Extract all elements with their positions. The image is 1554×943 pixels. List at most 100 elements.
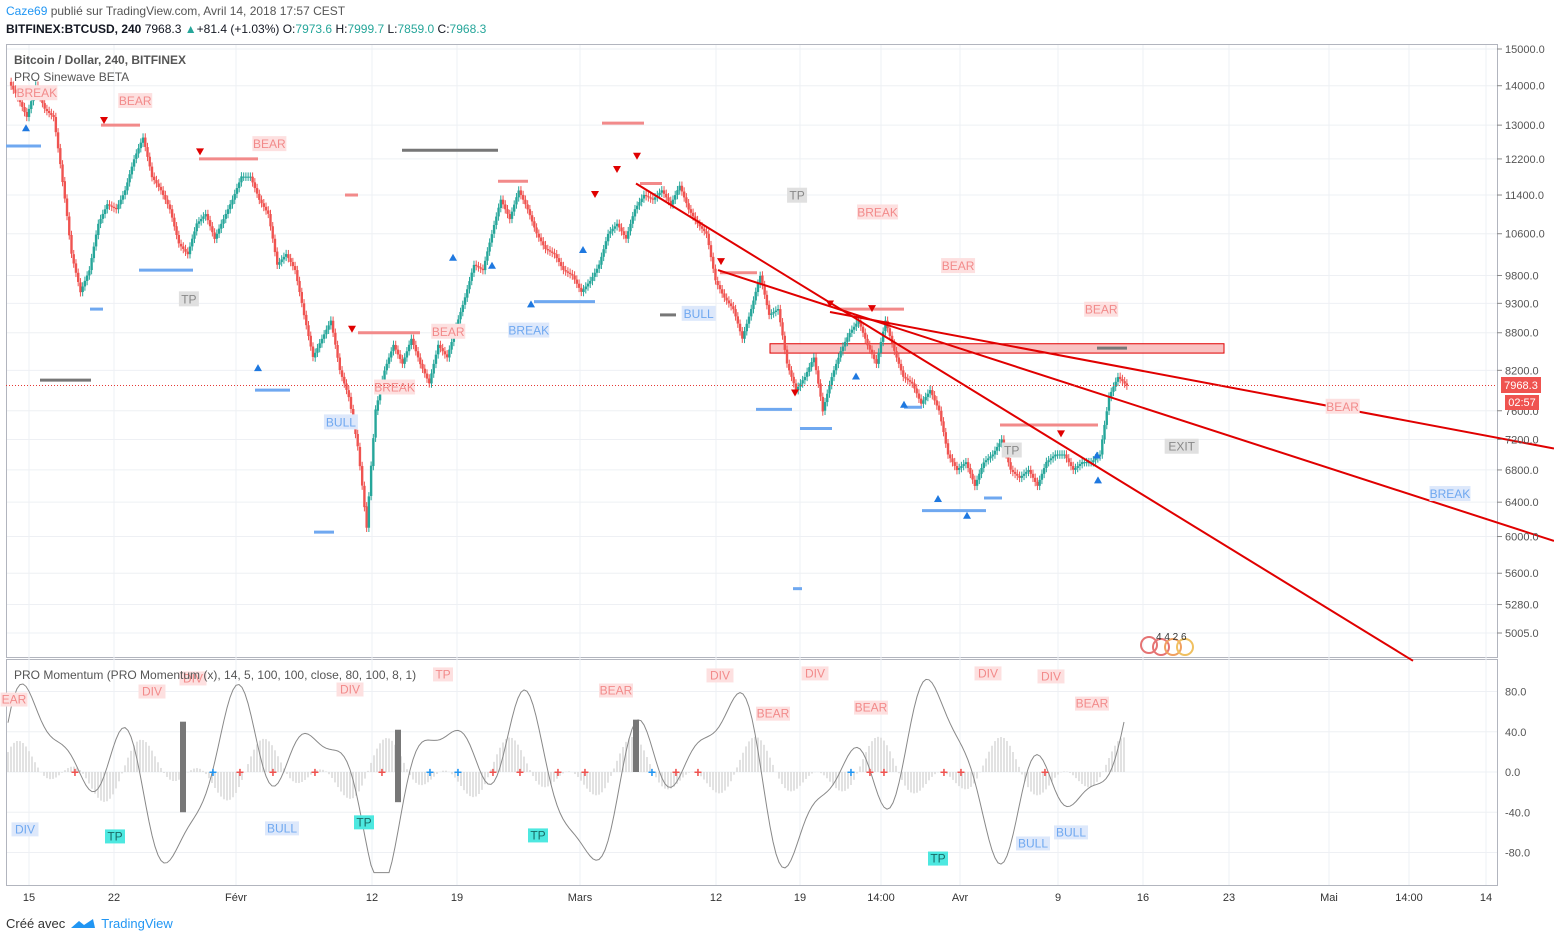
candle-body — [1069, 462, 1073, 467]
candle-body — [398, 354, 402, 360]
candle-body — [1098, 454, 1102, 457]
momentum-line — [7, 678, 1125, 874]
annotation-label: BEAR — [1326, 400, 1359, 414]
candle-body — [466, 289, 469, 298]
momentum-label: BEAR — [600, 684, 633, 698]
candle-body — [627, 231, 630, 239]
candle-body — [441, 348, 444, 352]
main-pane-title: Bitcoin / Dollar, 240, BITFINEX — [14, 53, 186, 67]
chart-canvas[interactable]: BREAK BEAR BEAR TP BEAR BREAK BREAK BULL BULL TP B… — [0, 40, 1554, 910]
candle-body — [964, 462, 968, 465]
candle-body — [846, 337, 849, 342]
annotation-label: BULL — [326, 415, 356, 429]
candle-body — [1083, 462, 1086, 464]
plus-marker-icon: + — [454, 764, 462, 780]
candle-body — [390, 351, 393, 358]
candle-body — [463, 297, 467, 305]
candles — [9, 77, 1129, 533]
time-tick-label: 19 — [451, 892, 463, 904]
candle-body — [785, 349, 789, 364]
candle-body — [459, 311, 462, 320]
price-tick-label: 14000.0 — [1505, 81, 1545, 93]
price-tick-label: 6800.0 — [1505, 465, 1539, 477]
candle-body — [296, 270, 299, 282]
candle-body — [949, 454, 952, 459]
candle-body — [790, 370, 793, 377]
candle-body — [595, 268, 599, 273]
momentum-label-box — [1037, 669, 1065, 684]
o-label: O: — [282, 22, 296, 36]
candle-body — [231, 199, 234, 205]
candle-body — [524, 199, 527, 205]
candle-body — [287, 254, 290, 259]
candle-body — [1118, 376, 1122, 380]
candle-body — [615, 223, 619, 227]
momentum-highlight-bar — [633, 719, 639, 772]
candle-body — [700, 226, 704, 229]
candle-body — [128, 174, 131, 183]
plus-marker-icon: + — [489, 764, 497, 780]
tradingview-link[interactable]: TradingView — [101, 916, 173, 931]
candle-body — [667, 197, 670, 201]
candle-body — [884, 320, 887, 332]
candle-body — [276, 251, 279, 265]
candle-body — [307, 325, 310, 337]
momentum-label-box — [706, 668, 734, 683]
candle-body — [644, 195, 648, 197]
up-arrow-icon — [449, 253, 457, 261]
candle-body — [448, 349, 451, 358]
tradingview-logo-icon — [71, 918, 96, 928]
candle-body — [993, 450, 997, 455]
candle-body — [611, 228, 614, 232]
candle-body — [1045, 461, 1048, 468]
candle-body — [278, 262, 281, 265]
author-link[interactable]: Caze69 — [6, 4, 48, 18]
candle-body — [327, 325, 330, 330]
up-arrow-icon — [579, 246, 587, 254]
plus-marker-icon: + — [71, 764, 79, 780]
candle-body — [935, 400, 939, 406]
candle-body — [843, 341, 847, 347]
candle-body — [1085, 462, 1088, 464]
candle-body — [1016, 473, 1019, 476]
price-tick-label: 6000.0 — [1505, 532, 1539, 544]
candle-body — [401, 359, 404, 364]
candle-body — [260, 199, 263, 204]
candle-body — [101, 213, 104, 219]
candle-body — [347, 390, 350, 398]
candle-body — [589, 280, 592, 284]
footer: Créé avec TradingView — [6, 916, 173, 931]
h-value: 7999.7 — [347, 22, 385, 36]
candle-body — [973, 479, 977, 486]
candle-body — [508, 214, 511, 220]
down-arrow-icon — [633, 152, 641, 160]
candle-body — [743, 331, 746, 339]
momentum-label-box — [433, 667, 453, 682]
candle-body — [1125, 383, 1129, 386]
candle-body — [43, 103, 46, 109]
c-label: C: — [437, 22, 450, 36]
candle-body — [50, 112, 53, 116]
candle-body — [251, 176, 254, 183]
candle-body — [671, 199, 675, 205]
candle-body — [65, 198, 69, 217]
candle-body — [819, 383, 822, 397]
candle-body — [808, 367, 811, 372]
candle-body — [618, 223, 621, 228]
momentum-label: DIV — [142, 685, 162, 699]
candle-body — [1022, 473, 1026, 476]
time-tick-label: 12 — [710, 892, 722, 904]
candle-body — [765, 294, 769, 306]
annotation-box — [857, 204, 899, 220]
candle-body — [919, 398, 923, 404]
plus-marker-icon: + — [1041, 764, 1049, 780]
candle-body — [566, 271, 570, 273]
candle-body — [712, 256, 715, 269]
candle-body — [1074, 467, 1077, 470]
plus-marker-icon: + — [516, 764, 524, 780]
plus-marker-icon: + — [236, 764, 244, 780]
candle-body — [955, 466, 959, 471]
candle-body — [792, 376, 795, 384]
up-arrow-icon — [488, 261, 496, 269]
candle-body — [121, 195, 125, 200]
